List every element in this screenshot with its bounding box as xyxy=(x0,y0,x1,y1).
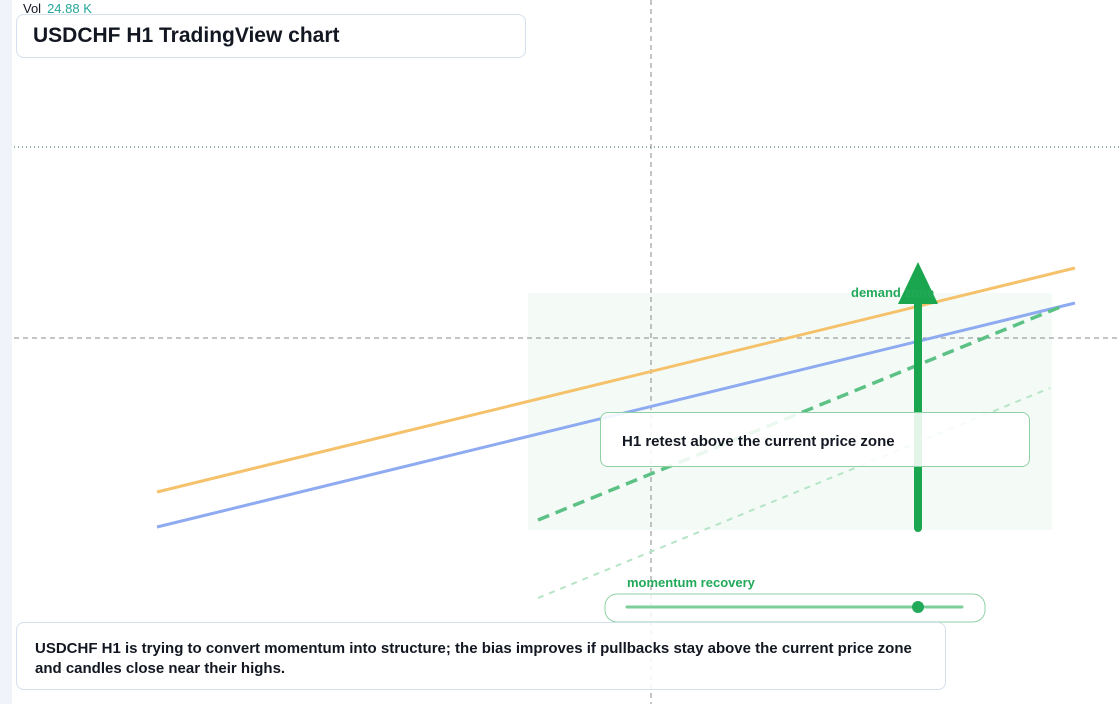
momentum-label: momentum recovery xyxy=(627,575,755,590)
title: USDCHF H1 TradingView chart xyxy=(16,14,526,58)
vol-value: 24.88 K xyxy=(47,1,92,16)
demand-label: demand zone xyxy=(851,285,935,300)
vol-label: Vol xyxy=(23,1,42,16)
zone xyxy=(528,293,1052,530)
volume-legend: Vol 24.88 K xyxy=(23,1,92,16)
caption: USDCHF H1 is trying to convert momentum … xyxy=(16,622,946,690)
left-strip xyxy=(0,0,12,704)
arrow-head xyxy=(898,262,938,304)
retest-note: H1 retest above the current price zone xyxy=(600,412,1030,467)
momentum-dot xyxy=(912,601,924,613)
